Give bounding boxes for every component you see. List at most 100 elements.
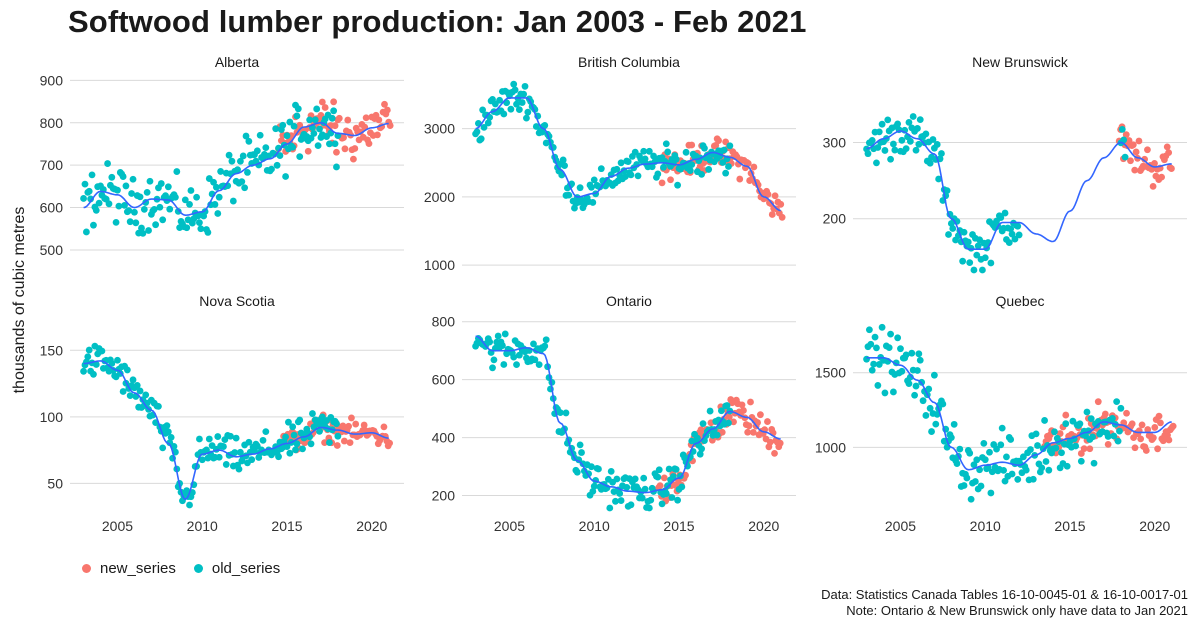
old-series-point (330, 107, 338, 115)
new-series-point (1127, 157, 1134, 165)
old-series-point (971, 478, 979, 485)
old-series-point (123, 366, 131, 374)
old-series-point (196, 435, 203, 443)
new-series-point (750, 163, 758, 171)
old-series-point (142, 391, 150, 399)
old-series-point (289, 423, 297, 431)
new-series-point (715, 137, 722, 144)
old-series-point (973, 456, 981, 464)
old-series-point (974, 242, 982, 250)
old-series-point (966, 259, 974, 267)
old-series-point (981, 456, 989, 464)
old-series-point (578, 449, 585, 456)
new-series-point (352, 420, 360, 428)
new-series-point (1131, 166, 1139, 174)
old-series-point (290, 431, 298, 439)
old-series-point (138, 224, 145, 232)
old-series-point (521, 82, 529, 90)
old-series-point (486, 338, 494, 346)
old-series-point (114, 186, 121, 194)
new-series-point (381, 100, 388, 108)
new-series-point (1141, 155, 1149, 163)
old-series-point (108, 360, 116, 367)
old-series-point (85, 346, 93, 354)
old-series-point (623, 483, 631, 491)
old-series-point (494, 332, 502, 340)
old-series-point (617, 159, 625, 167)
old-series-point (1104, 433, 1112, 440)
old-series-point (92, 206, 100, 214)
new-series-point (738, 401, 746, 409)
old-series-point (496, 96, 503, 104)
old-series-point (1072, 442, 1080, 450)
old-series-point (987, 259, 995, 267)
old-series-point (480, 123, 488, 131)
x-tick-label: 2020 (356, 518, 387, 534)
panel-alberta: Alberta 500 600 700 800 900 (40, 54, 404, 258)
old-series-point (294, 105, 302, 113)
new-series-point (777, 200, 785, 208)
old-series-point (187, 187, 195, 194)
old-series-point (115, 202, 123, 210)
old-series-point (926, 404, 934, 412)
old-series-point (234, 166, 241, 174)
old-series-point (282, 433, 290, 441)
old-series-point (515, 106, 523, 114)
old-series-point (473, 128, 481, 136)
old-series-point (875, 128, 883, 136)
old-series-point (171, 193, 179, 201)
old-series-point (156, 203, 164, 211)
new-series-point (1135, 137, 1143, 145)
old-series-point (164, 428, 172, 436)
old-series-point (891, 146, 899, 154)
y-tick-label: 3000 (424, 121, 455, 137)
old-series-point (272, 125, 280, 133)
old-series-point (686, 167, 694, 174)
y-tick-label: 2000 (424, 189, 455, 205)
old-series-point (307, 440, 315, 448)
new-series-point (725, 413, 733, 421)
new-series-point (340, 437, 348, 445)
caption-source: Data: Statistics Canada Tables 16-10-004… (821, 587, 1188, 602)
old-series-point (231, 449, 239, 456)
old-series-point (155, 402, 162, 410)
old-series-point (140, 205, 148, 213)
old-series-point (262, 144, 270, 152)
old-series-point (174, 207, 182, 215)
old-series-point (701, 144, 708, 152)
old-series-point (1003, 453, 1010, 461)
old-series-point (131, 208, 138, 216)
old-series-point (104, 160, 111, 167)
old-series-point (938, 150, 945, 157)
x-tick-label: 2005 (885, 518, 916, 534)
old-series-point (197, 225, 205, 233)
new-series-point (1154, 445, 1162, 453)
old-series-point (925, 385, 933, 393)
panel-title-quebec: Quebec (995, 293, 1044, 309)
old-series-point (314, 142, 322, 150)
old-series-point (672, 155, 680, 163)
old-series-point (143, 188, 151, 196)
old-series-point (1058, 449, 1065, 457)
new-series-point (749, 428, 757, 436)
x-tick-label: 2020 (748, 518, 779, 534)
panel-title-alberta: Alberta (215, 54, 260, 70)
old-series-point (296, 153, 304, 161)
old-series-point (647, 496, 655, 504)
old-series-point (964, 238, 972, 246)
old-series-point (1034, 442, 1041, 449)
old-series-point (1110, 432, 1118, 440)
old-series-point (542, 336, 550, 344)
old-series-point (648, 163, 656, 171)
old-series-point (674, 181, 682, 189)
old-series-point (328, 114, 336, 122)
new-series-point (1169, 422, 1177, 430)
x-tick-label: 2015 (663, 518, 694, 534)
new-series-point (1062, 411, 1070, 419)
old-series-point (279, 121, 287, 129)
new-series-point (1137, 435, 1145, 443)
old-series-point (874, 144, 882, 151)
old-series-point (183, 224, 191, 232)
y-tick-label: 300 (823, 135, 847, 151)
new-series-point (740, 407, 747, 414)
